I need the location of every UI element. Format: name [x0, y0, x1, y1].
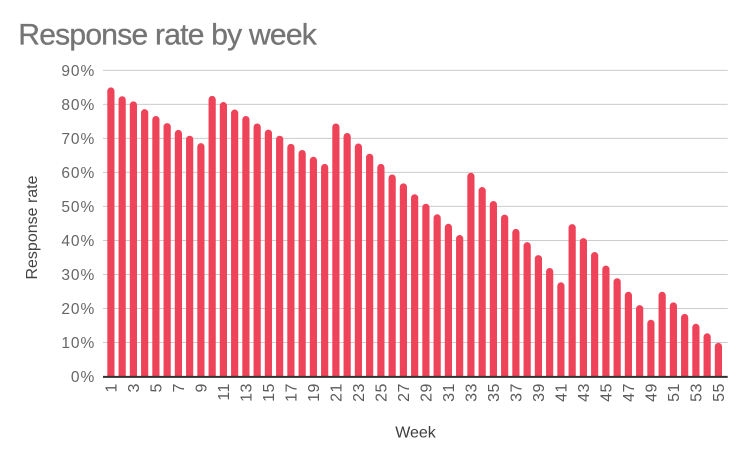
- svg-text:37: 37: [509, 383, 526, 402]
- svg-text:30%: 30%: [61, 267, 95, 284]
- svg-text:70%: 70%: [61, 131, 95, 148]
- svg-text:1: 1: [104, 383, 121, 392]
- svg-text:23: 23: [351, 383, 368, 402]
- svg-text:47: 47: [621, 383, 638, 402]
- svg-text:49: 49: [644, 383, 661, 402]
- svg-text:7: 7: [171, 383, 188, 392]
- svg-text:90%: 90%: [61, 63, 95, 80]
- svg-text:80%: 80%: [61, 97, 95, 114]
- svg-text:29: 29: [419, 383, 436, 402]
- svg-text:53: 53: [689, 383, 706, 402]
- svg-text:11: 11: [216, 383, 233, 400]
- svg-text:33: 33: [464, 383, 481, 402]
- svg-text:43: 43: [576, 383, 593, 402]
- svg-text:Response rate by week: Response rate by week: [18, 19, 318, 52]
- svg-text:27: 27: [396, 383, 413, 402]
- svg-text:10%: 10%: [61, 335, 95, 352]
- svg-text:25: 25: [374, 383, 391, 402]
- svg-text:Week: Week: [395, 425, 437, 442]
- svg-text:19: 19: [306, 383, 323, 402]
- svg-text:39: 39: [531, 383, 548, 402]
- svg-text:51: 51: [666, 383, 683, 402]
- svg-text:5: 5: [149, 383, 166, 392]
- svg-text:3: 3: [126, 383, 143, 392]
- svg-text:20%: 20%: [61, 301, 95, 318]
- svg-text:45: 45: [599, 383, 616, 402]
- svg-text:15: 15: [261, 383, 278, 402]
- svg-text:13: 13: [239, 383, 256, 402]
- svg-text:21: 21: [329, 383, 346, 402]
- svg-text:31: 31: [441, 383, 458, 402]
- svg-text:17: 17: [284, 383, 301, 402]
- svg-text:60%: 60%: [61, 165, 95, 182]
- svg-text:Response rate: Response rate: [24, 175, 41, 279]
- svg-text:55: 55: [711, 383, 728, 402]
- svg-text:9: 9: [194, 383, 211, 392]
- svg-text:0%: 0%: [71, 369, 95, 386]
- svg-text:40%: 40%: [61, 233, 95, 250]
- svg-text:41: 41: [554, 383, 571, 402]
- svg-text:50%: 50%: [61, 199, 95, 216]
- svg-text:35: 35: [486, 383, 503, 402]
